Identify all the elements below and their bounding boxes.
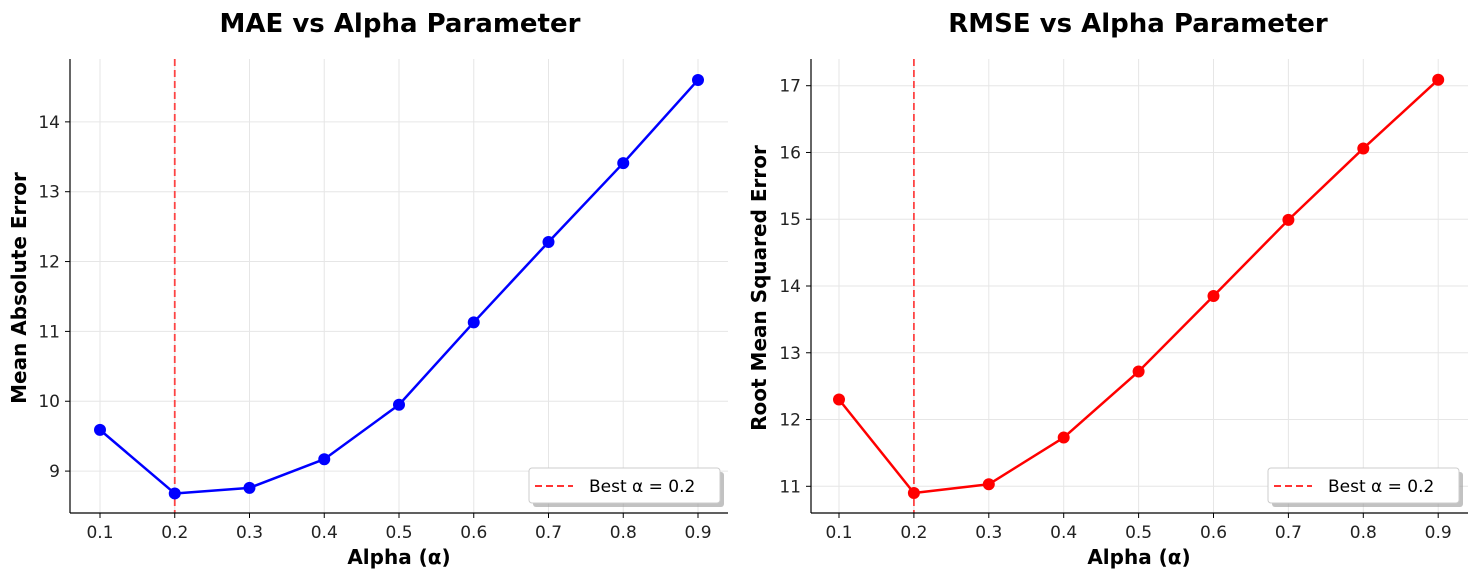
rmse-y-axis-label: Root Mean Squared Error	[747, 145, 771, 431]
mae-chart: MAE vs Alpha Parameter 0.1 0.2 0.3 0.4 0.5 0.…	[7, 9, 728, 569]
y-tick-label: 13	[779, 344, 801, 364]
y-tick-label: 17	[779, 77, 801, 97]
y-tick-label: 10	[38, 392, 60, 412]
y-tick-label: 9	[49, 462, 60, 482]
rmse-x-axis-label: Alpha (α)	[1087, 545, 1190, 569]
data-point-marker	[1132, 365, 1145, 378]
y-tick-label: 11	[38, 322, 60, 342]
x-tick-label: 0.8	[1350, 523, 1377, 543]
mae-x-ticks: 0.1 0.2 0.3 0.4 0.5 0.6 0.7 0.8 0.9	[86, 513, 712, 543]
rmse-legend: Best α = 0.2	[1267, 467, 1463, 507]
mae-y-ticks: 9 10 11 12 13 14	[38, 113, 70, 482]
x-tick-label: 0.9	[1425, 523, 1452, 543]
data-point-marker	[1207, 290, 1220, 303]
data-point-marker	[617, 157, 630, 170]
x-tick-label: 0.3	[975, 523, 1002, 543]
data-point-marker	[907, 486, 920, 499]
data-point-marker	[1057, 431, 1070, 444]
legend-label: Best α = 0.2	[589, 477, 695, 497]
x-tick-label: 0.6	[460, 523, 487, 543]
x-tick-label: 0.8	[610, 523, 637, 543]
data-point-marker	[393, 398, 405, 411]
mae-legend: Best α = 0.2	[528, 467, 724, 507]
data-point-marker	[94, 423, 106, 436]
y-tick-label: 14	[38, 113, 60, 133]
x-tick-label: 0.4	[311, 523, 338, 543]
x-tick-label: 0.7	[1275, 523, 1302, 543]
rmse-y-ticks: 11 12 13 14 15 16 17	[779, 77, 811, 497]
x-tick-label: 0.6	[1200, 523, 1227, 543]
mae-chart-title: MAE vs Alpha Parameter	[220, 9, 581, 39]
x-tick-label: 0.2	[161, 523, 188, 543]
rmse-series-line	[833, 73, 1445, 499]
data-point-marker	[1357, 142, 1370, 155]
y-tick-label: 12	[779, 411, 801, 431]
legend-box	[528, 467, 721, 504]
data-point-marker	[1282, 213, 1295, 226]
x-tick-label: 0.1	[825, 523, 852, 543]
legend-label: Best α = 0.2	[1328, 477, 1434, 497]
data-point-marker	[243, 481, 256, 494]
y-tick-label: 16	[779, 143, 801, 163]
rmse-grid	[811, 59, 1468, 513]
x-tick-label: 0.1	[86, 523, 113, 543]
data-point-marker	[467, 316, 480, 329]
y-tick-label: 13	[38, 183, 60, 203]
legend-box	[1267, 467, 1460, 504]
data-point-marker	[1432, 73, 1445, 86]
rmse-chart: RMSE vs Alpha Parameter 0.1 0.2 0.3 0.4 0.5 0…	[747, 9, 1468, 569]
mae-series-line	[94, 73, 704, 500]
data-point-marker	[542, 235, 555, 248]
y-tick-label: 15	[779, 210, 801, 230]
x-tick-label: 0.5	[385, 523, 412, 543]
y-tick-label: 11	[779, 477, 801, 497]
x-tick-label: 0.2	[900, 523, 927, 543]
y-tick-label: 14	[779, 277, 801, 297]
x-tick-label: 0.9	[684, 523, 711, 543]
mae-grid	[70, 59, 728, 513]
data-point-marker	[318, 453, 331, 466]
y-tick-label: 12	[38, 253, 60, 273]
data-point-marker	[833, 393, 845, 406]
x-tick-label: 0.7	[535, 523, 562, 543]
rmse-chart-title: RMSE vs Alpha Parameter	[948, 9, 1328, 39]
x-tick-label: 0.5	[1125, 523, 1152, 543]
mae-y-axis-label: Mean Absolute Error	[7, 172, 31, 404]
mae-x-axis-label: Alpha (α)	[347, 545, 450, 569]
x-tick-label: 0.4	[1050, 523, 1077, 543]
data-point-marker	[168, 487, 181, 500]
x-tick-label: 0.3	[236, 523, 263, 543]
rmse-x-ticks: 0.1 0.2 0.3 0.4 0.5 0.6 0.7 0.8 0.9	[825, 513, 1452, 543]
data-point-marker	[982, 478, 995, 491]
data-point-marker	[692, 73, 704, 86]
